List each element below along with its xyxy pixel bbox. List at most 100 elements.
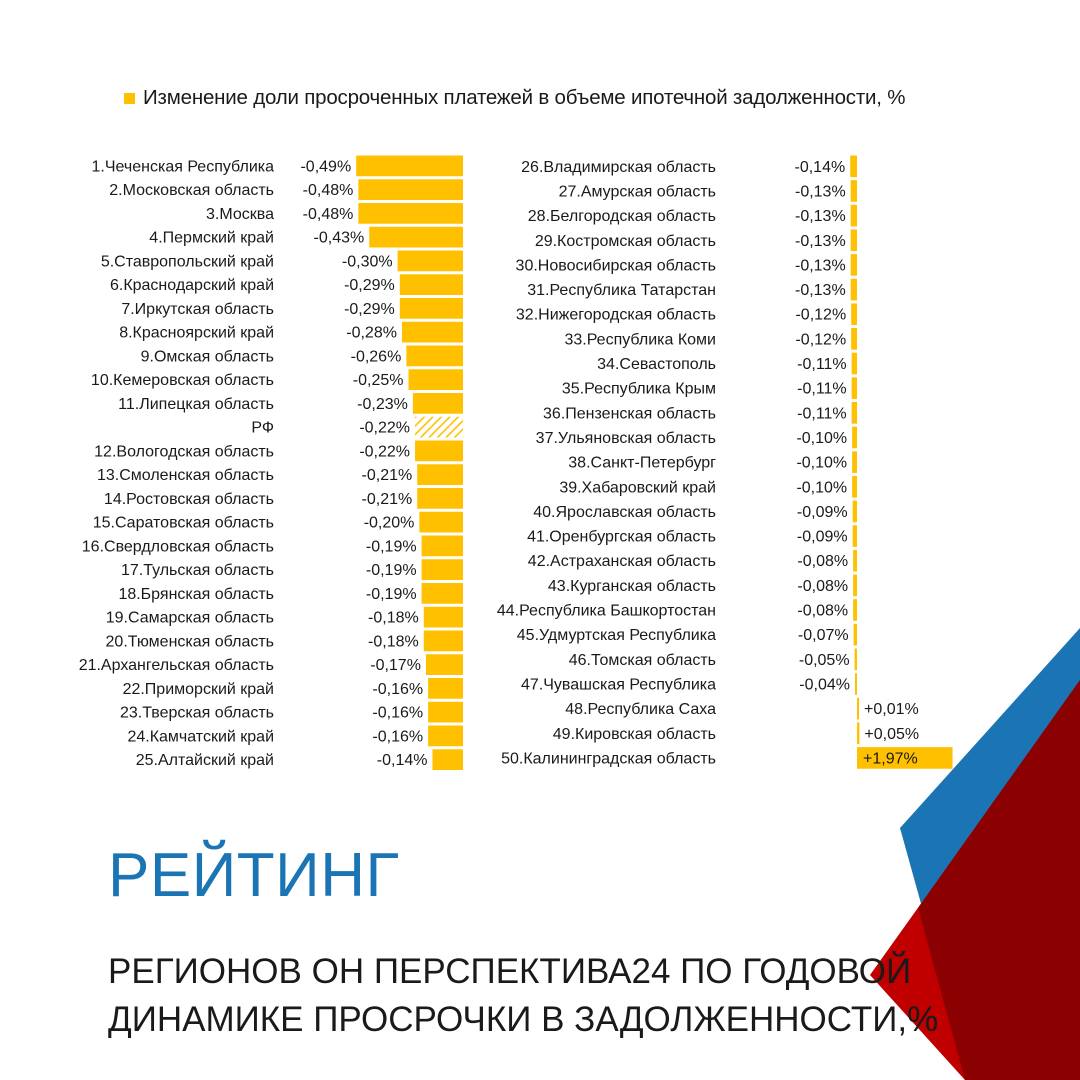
data-label: -0,29% bbox=[344, 301, 395, 318]
legend-swatch bbox=[124, 92, 135, 104]
bar bbox=[855, 673, 857, 695]
data-label: -0,29% bbox=[344, 277, 395, 294]
bar bbox=[851, 377, 857, 399]
data-label: -0,19% bbox=[366, 562, 417, 579]
data-label: -0,30% bbox=[342, 253, 393, 270]
bar bbox=[417, 488, 463, 509]
category-label: 14.Ростовская область bbox=[104, 491, 274, 508]
data-label: -0,21% bbox=[362, 491, 413, 508]
bar bbox=[428, 725, 463, 747]
data-label: -0,13% bbox=[795, 257, 846, 274]
bar bbox=[425, 654, 463, 675]
bar bbox=[421, 583, 463, 604]
bar bbox=[415, 440, 463, 462]
category-label: 21.Архангельская область bbox=[79, 657, 274, 674]
category-label: 26.Владимирская область bbox=[521, 159, 716, 176]
bar bbox=[358, 203, 463, 224]
bar bbox=[852, 525, 857, 547]
bar bbox=[419, 511, 463, 533]
category-label: 18.Брянская область bbox=[118, 586, 274, 603]
category-label: 46.Томская область bbox=[569, 652, 716, 669]
category-label: 10.Кемеровская область bbox=[91, 372, 274, 389]
subtitle-line-2: ДИНАМИКЕ ПРОСРОЧКИ В ЗАДОЛЖЕННОСТИ,% bbox=[108, 1000, 939, 1039]
category-label: 45.Удмуртская Республика bbox=[517, 627, 716, 644]
data-label: -0,19% bbox=[366, 538, 417, 555]
data-label: -0,20% bbox=[364, 515, 415, 532]
data-label: -0,18% bbox=[368, 610, 419, 627]
category-label: 13.Смоленская область bbox=[97, 467, 274, 484]
data-label: -0,13% bbox=[795, 183, 846, 200]
data-label: -0,12% bbox=[795, 331, 846, 348]
category-label: 29.Костромская область bbox=[535, 233, 716, 250]
data-label: -0,17% bbox=[370, 657, 421, 674]
bar bbox=[852, 475, 857, 498]
legend-label: Изменение доли просроченных платежей в о… bbox=[143, 86, 906, 109]
chart-legend: Изменение доли просроченных платежей в о… bbox=[124, 84, 905, 112]
data-label: -0,11% bbox=[797, 381, 847, 398]
category-label: 1.Чеченская Республика bbox=[92, 158, 275, 175]
category-label: 35.Республика Крым bbox=[562, 381, 716, 398]
data-label: -0,49% bbox=[300, 158, 351, 175]
bar bbox=[852, 451, 857, 473]
bar bbox=[421, 535, 463, 557]
bar bbox=[850, 229, 857, 252]
bar bbox=[857, 722, 860, 745]
category-label: 28.Белгородская область bbox=[528, 208, 716, 225]
deco-darkred-shape bbox=[918, 680, 1080, 1080]
bar bbox=[423, 606, 463, 628]
bar bbox=[852, 500, 857, 523]
category-label: 6.Краснодарский край bbox=[110, 277, 274, 294]
category-label: 30.Новосибирская область bbox=[516, 257, 716, 274]
category-label: 38.Санкт-Петербург bbox=[568, 455, 716, 472]
data-label: -0,22% bbox=[359, 443, 410, 460]
data-label: -0,14% bbox=[795, 159, 846, 176]
bar bbox=[356, 155, 463, 177]
page-title: РЕЙТИНГ bbox=[108, 841, 400, 910]
bar bbox=[397, 250, 463, 272]
bar bbox=[406, 345, 463, 367]
data-label: -0,12% bbox=[795, 307, 846, 324]
data-label: -0,05% bbox=[799, 652, 850, 669]
bar bbox=[851, 303, 857, 326]
data-label: -0,10% bbox=[796, 479, 847, 496]
bar bbox=[852, 426, 857, 449]
bar bbox=[850, 155, 857, 178]
bar bbox=[850, 254, 857, 276]
category-label: 41.Оренбургская область bbox=[527, 529, 716, 546]
bar bbox=[428, 701, 463, 723]
category-label: 7.Иркутская область bbox=[121, 301, 274, 318]
data-label: -0,16% bbox=[372, 705, 423, 722]
category-label: 40.Ярославская область bbox=[533, 504, 716, 521]
bar bbox=[854, 648, 857, 671]
data-label: -0,25% bbox=[353, 372, 404, 389]
bar bbox=[850, 278, 857, 301]
category-label: 31.Республика Татарстан bbox=[527, 282, 716, 299]
category-label: 42.Астраханская область bbox=[528, 553, 716, 570]
category-label: 20.Тюменская область bbox=[106, 633, 274, 650]
category-label: 49.Кировская область bbox=[553, 726, 716, 743]
data-label: -0,07% bbox=[798, 627, 849, 644]
category-label: 22.Приморский край bbox=[123, 681, 274, 698]
category-label: 43.Курганская область bbox=[548, 578, 716, 595]
bar-highlight bbox=[415, 416, 463, 438]
category-label: 2.Московская область bbox=[109, 182, 274, 199]
data-label: -0,22% bbox=[359, 420, 410, 437]
data-label: -0,43% bbox=[314, 230, 365, 247]
bar bbox=[432, 749, 463, 770]
category-label: 24.Камчатский край bbox=[127, 728, 274, 745]
data-label: -0,09% bbox=[797, 504, 848, 521]
bar bbox=[850, 204, 857, 227]
data-label: -0,16% bbox=[372, 681, 423, 698]
bar bbox=[399, 298, 463, 319]
category-label: 39.Хабаровский край bbox=[559, 479, 716, 496]
data-label: +1,97% bbox=[863, 750, 918, 767]
category-label: 23.Тверская область bbox=[120, 705, 274, 722]
bar bbox=[851, 328, 857, 350]
category-label: 34.Севастополь bbox=[597, 356, 716, 373]
data-label: -0,08% bbox=[797, 553, 848, 570]
data-label: -0,48% bbox=[303, 206, 354, 223]
category-label: 36.Пензенская область bbox=[543, 405, 716, 422]
data-label: -0,08% bbox=[797, 603, 848, 620]
bar bbox=[857, 697, 859, 720]
